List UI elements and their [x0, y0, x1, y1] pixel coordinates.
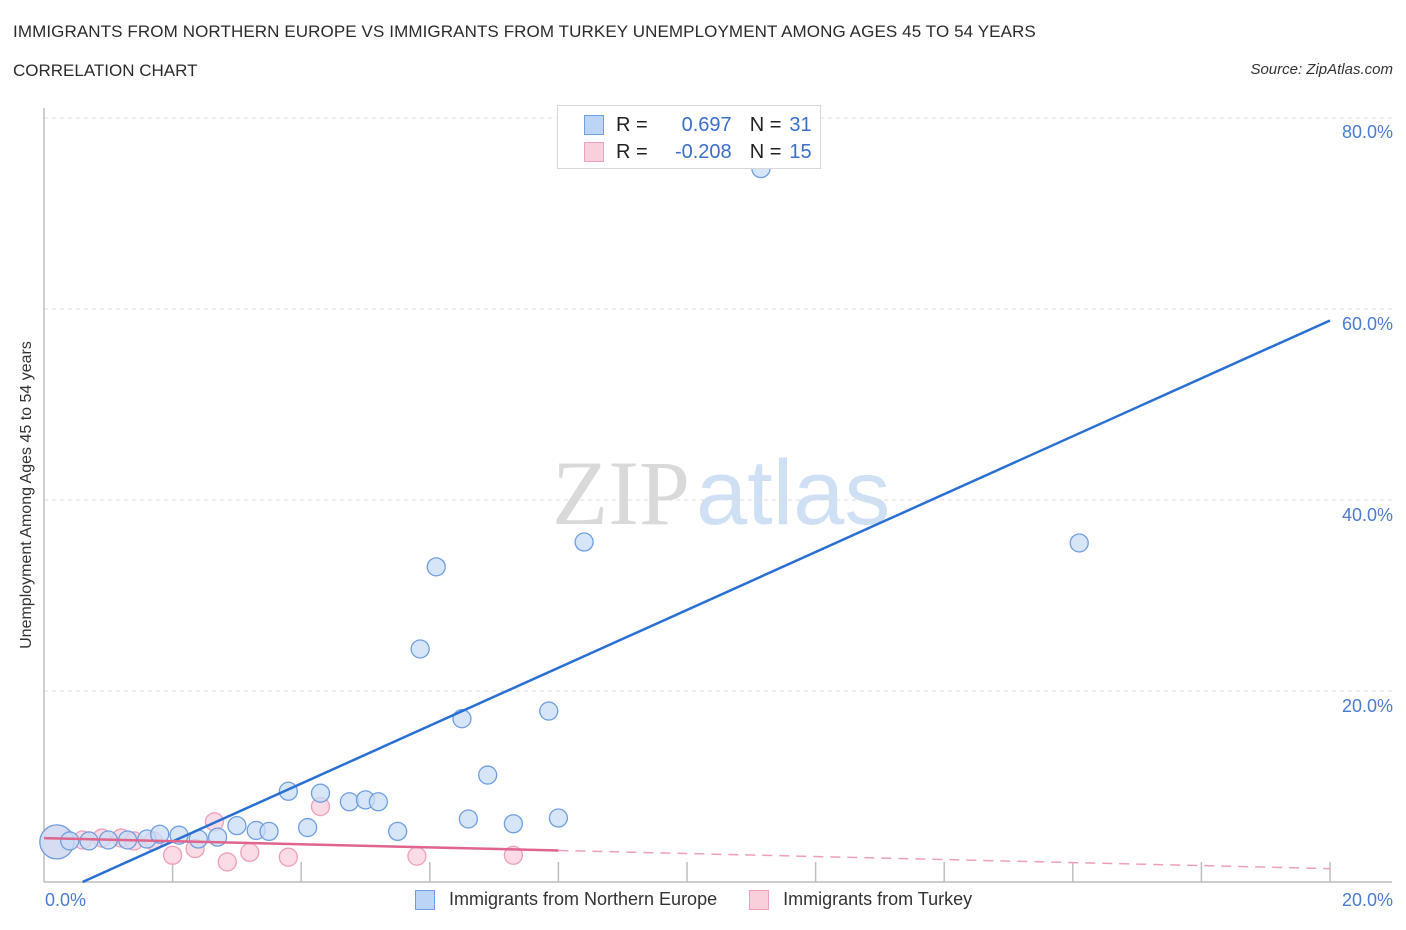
- data-point[interactable]: [426, 557, 446, 577]
- data-point[interactable]: [278, 847, 298, 867]
- legend-item-turkey[interactable]: Immigrants from Turkey: [749, 889, 972, 910]
- data-point[interactable]: [548, 808, 569, 828]
- n-value: 15: [789, 140, 812, 163]
- r-value: 0.697: [681, 113, 732, 136]
- legend-row-turkey: R = -0.208 N = 15: [584, 140, 812, 164]
- pink-swatch-icon: [749, 889, 770, 910]
- trendlines: [43, 319, 1331, 884]
- source-label: Source: ZipAtlas.com: [1250, 61, 1393, 78]
- blue-swatch-icon: [584, 115, 604, 135]
- chart-title: IMMIGRANTS FROM NORTHERN EUROPE VS IMMIG…: [13, 22, 1036, 41]
- data-point[interactable]: [259, 821, 279, 842]
- data-point[interactable]: [162, 845, 183, 865]
- data-point[interactable]: [503, 814, 524, 834]
- data-point[interactable]: [227, 816, 247, 836]
- northern-europe-trendline: [82, 319, 1331, 884]
- x-tick-20: 20.0%: [1341, 890, 1393, 910]
- northern-europe-points: [39, 158, 1089, 860]
- data-point[interactable]: [1069, 533, 1089, 553]
- data-point[interactable]: [368, 792, 389, 812]
- data-point[interactable]: [339, 792, 360, 812]
- zipatlas-watermark: ZIPatlas: [552, 440, 890, 546]
- data-point[interactable]: [217, 852, 237, 872]
- axes: [43, 108, 1392, 883]
- legend-row-northern-europe: R = 0.697 N = 31: [584, 113, 812, 137]
- watermark-zip: ZIP: [552, 442, 690, 544]
- data-point[interactable]: [478, 765, 498, 785]
- data-point[interactable]: [79, 831, 99, 851]
- data-point[interactable]: [240, 842, 260, 863]
- n-value: 31: [789, 113, 812, 136]
- y-tick-80: 80.0%: [1341, 122, 1393, 142]
- data-point[interactable]: [60, 831, 80, 851]
- gridlines: [44, 117, 1392, 692]
- legend-label: Immigrants from Northern Europe: [449, 889, 718, 909]
- x-tick-0: 0.0%: [45, 890, 87, 910]
- n-label: N =: [749, 140, 782, 163]
- data-point[interactable]: [410, 639, 430, 659]
- series-legend: Immigrants from Northern Europe Immigran…: [415, 889, 1004, 910]
- data-point[interactable]: [503, 845, 524, 865]
- data-point[interactable]: [574, 532, 594, 552]
- n-label: N =: [749, 113, 782, 136]
- y-tick-40: 40.0%: [1341, 505, 1393, 525]
- x-tick-marks: [171, 862, 1331, 882]
- correlation-legend: R = 0.697 N = 31 R = -0.208 N = 15: [557, 105, 821, 169]
- turkey-trendline: [43, 836, 559, 852]
- legend-item-northern-europe[interactable]: Immigrants from Northern Europe: [415, 889, 717, 910]
- y-tick-20: 20.0%: [1341, 696, 1393, 716]
- turkey-trendline-extension: [558, 849, 1331, 870]
- data-point[interactable]: [150, 824, 170, 844]
- y-tick-60: 60.0%: [1341, 314, 1393, 334]
- r-label: R =: [616, 113, 648, 136]
- data-point[interactable]: [458, 809, 479, 829]
- watermark-atlas: atlas: [696, 442, 891, 544]
- r-label: R =: [616, 140, 648, 163]
- data-point[interactable]: [539, 701, 559, 721]
- data-point[interactable]: [387, 821, 408, 842]
- r-value: -0.208: [674, 140, 732, 163]
- blue-swatch-icon: [415, 889, 435, 910]
- data-point[interactable]: [310, 783, 331, 803]
- legend-label: Immigrants from Turkey: [783, 889, 973, 909]
- pink-swatch-icon: [584, 142, 604, 162]
- chart-subtitle: CORRELATION CHART: [13, 61, 198, 80]
- y-axis-label: Unemployment Among Ages 45 to 54 years: [18, 341, 35, 649]
- data-point[interactable]: [407, 846, 427, 866]
- data-point[interactable]: [297, 817, 318, 838]
